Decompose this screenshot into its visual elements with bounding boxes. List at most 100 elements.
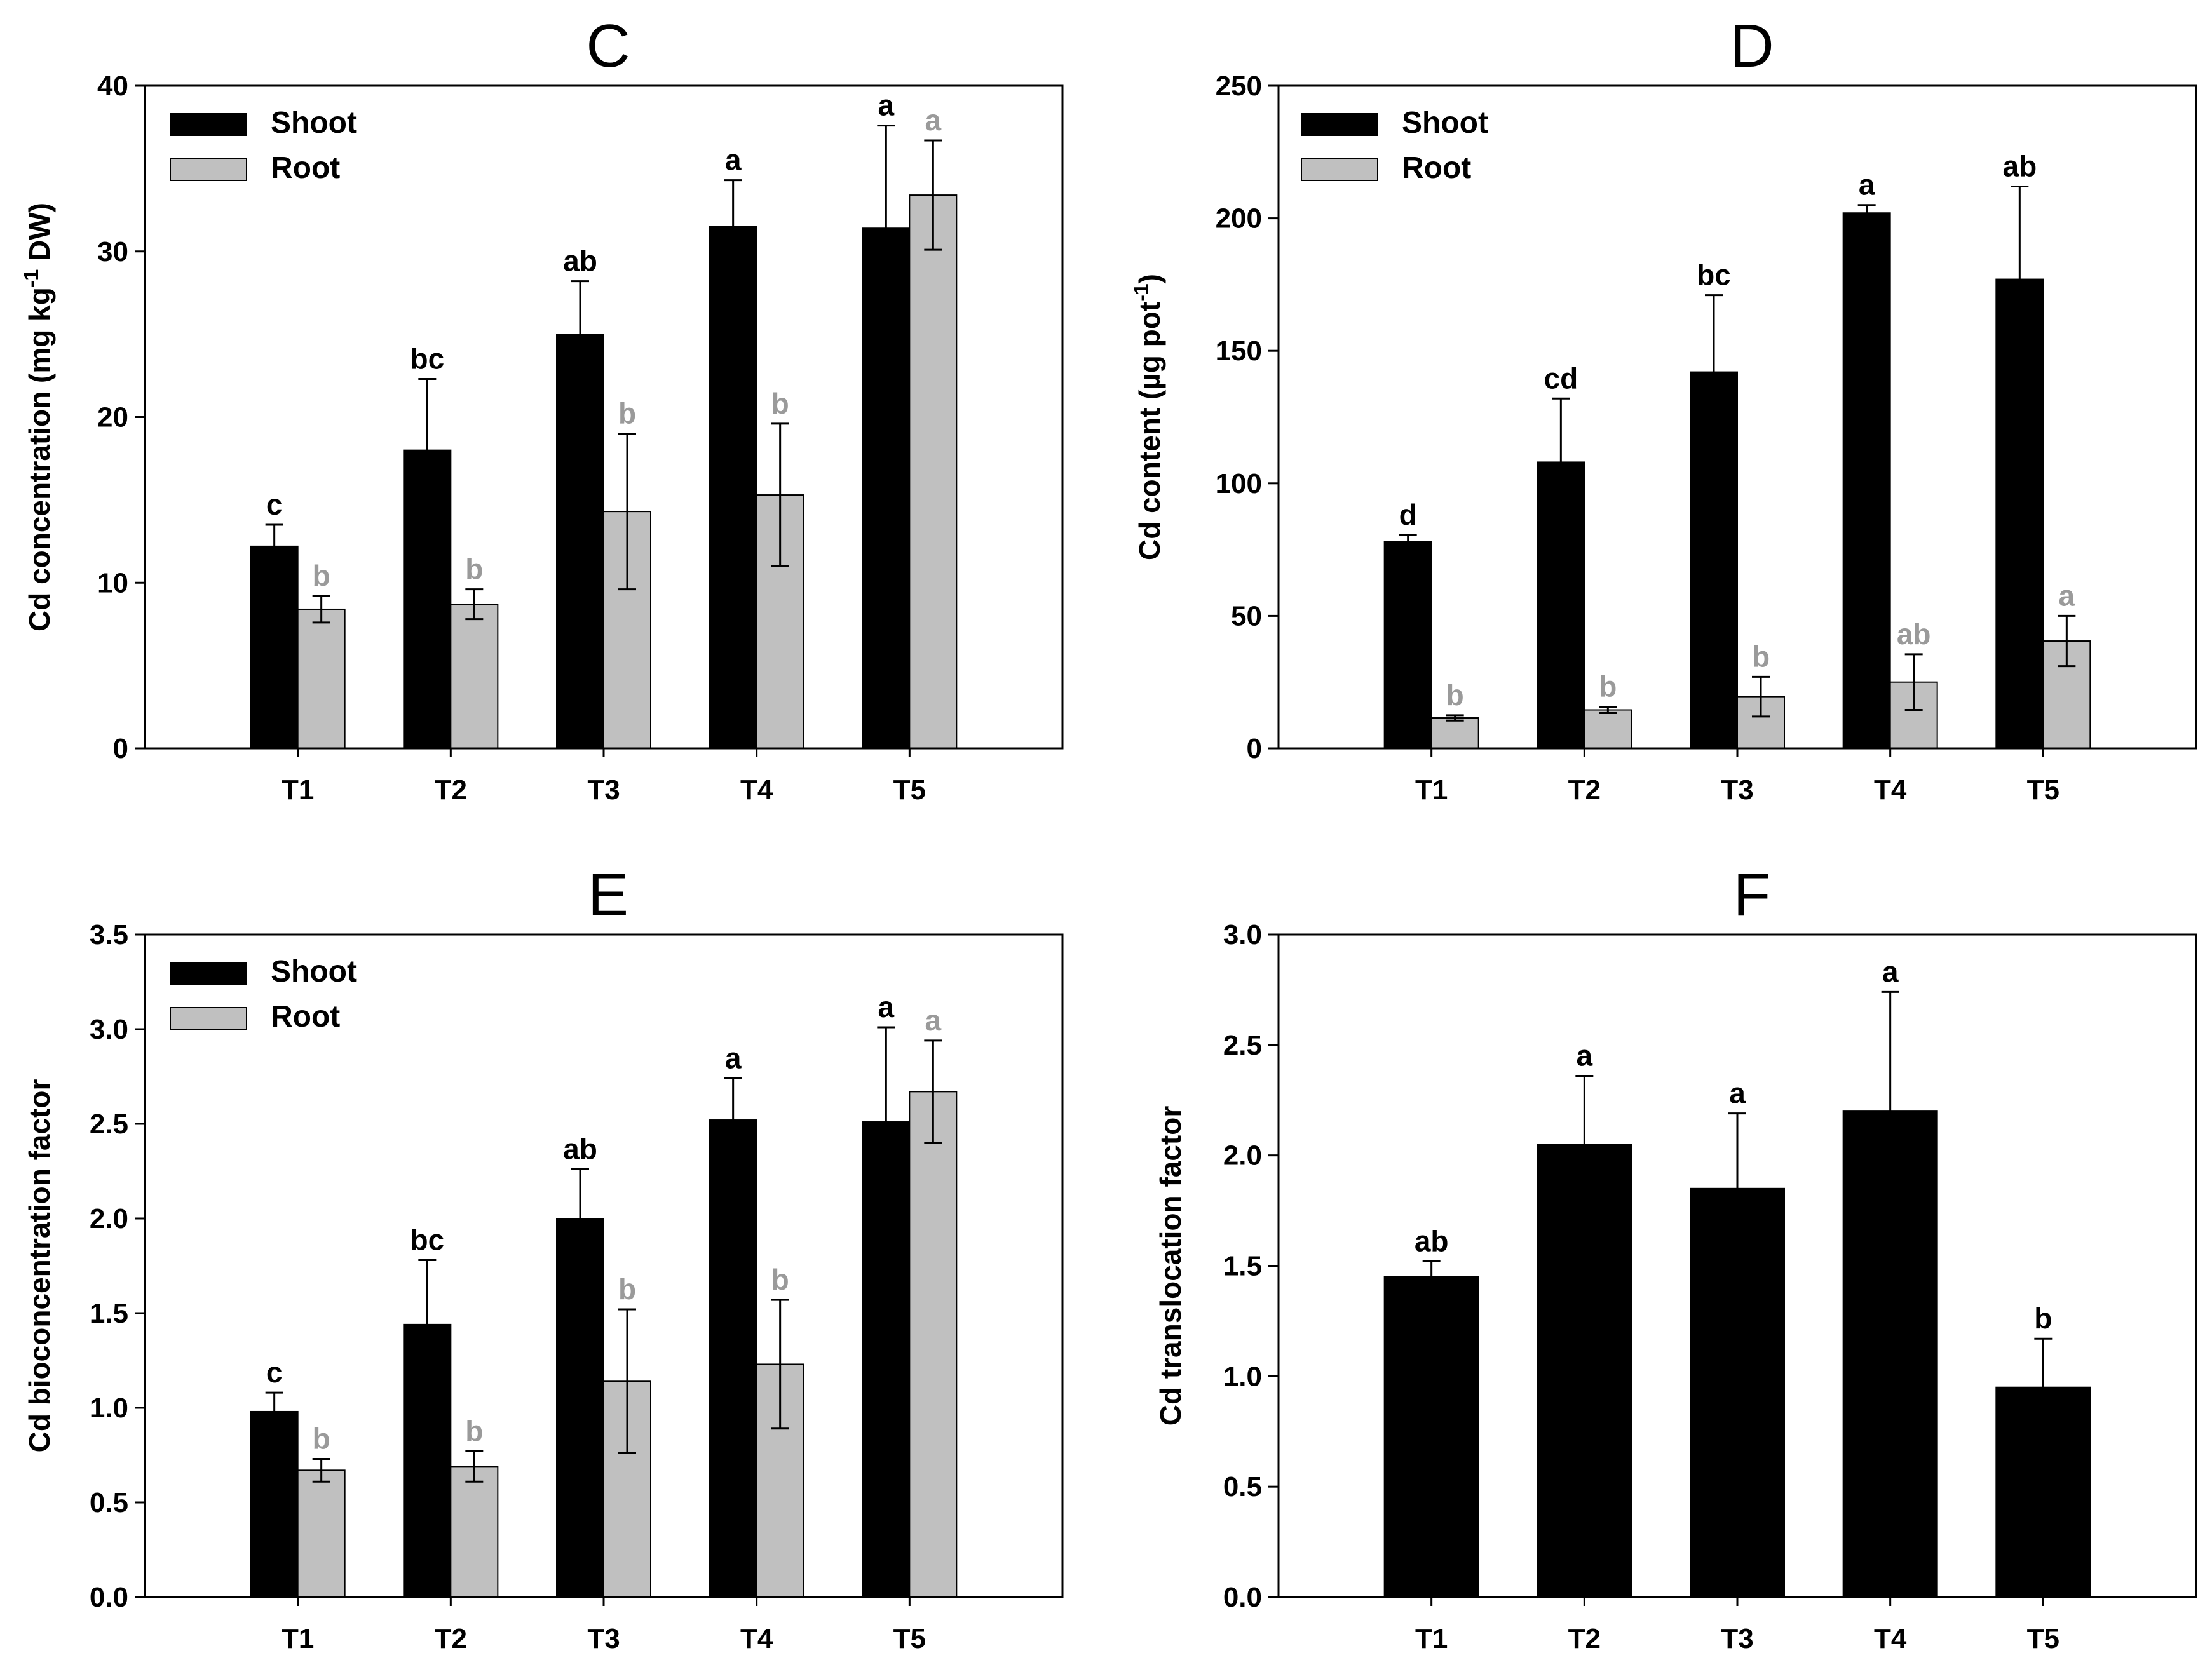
panel-title: E bbox=[588, 861, 628, 929]
y-tick-label: 1.5 bbox=[1223, 1251, 1262, 1282]
y-axis-label-part: Cd content (µg pot bbox=[1133, 302, 1166, 560]
x-tick-label: T4 bbox=[740, 774, 773, 806]
significance-letter-shoot: ab bbox=[1415, 1225, 1449, 1258]
y-tick-label: 0.5 bbox=[1223, 1471, 1262, 1502]
significance-letter-root: b bbox=[465, 553, 483, 586]
significance-letter-shoot: a bbox=[878, 89, 895, 122]
error-bar-shoot-t2 bbox=[418, 1259, 437, 1390]
error-bar-shoot-t1 bbox=[265, 523, 283, 569]
significance-letter-root: b bbox=[465, 1415, 483, 1448]
significance-letter-shoot: d bbox=[1399, 498, 1417, 531]
error-bar-root-t5 bbox=[2058, 614, 2076, 668]
chart-panel-d: Dd cd bc a ab b b b ab a 0 50 100 150 200 250 T1 T2 T3 T4 T5… bbox=[1130, 12, 2197, 806]
significance-letter-shoot: bc bbox=[1697, 259, 1731, 292]
significance-letter-root: a bbox=[925, 104, 942, 137]
significance-letter-root: b bbox=[618, 1272, 636, 1306]
error-bar-root-t1 bbox=[312, 1457, 330, 1483]
bar-root-t5 bbox=[909, 1091, 958, 1598]
x-tick-label: T1 bbox=[1415, 1623, 1448, 1654]
bar-shoot-t3 bbox=[556, 1218, 604, 1598]
y-tick-label: 2.0 bbox=[1223, 1140, 1262, 1171]
x-tick-label: T5 bbox=[893, 774, 926, 806]
y-axis-label-part: ) bbox=[1133, 274, 1166, 283]
y-tick-label: 10 bbox=[97, 567, 128, 598]
y-axis-label-superscript: -1 bbox=[1130, 283, 1153, 301]
bar-shoot-t3 bbox=[556, 334, 604, 749]
y-axis-label-superscript: -1 bbox=[20, 269, 43, 287]
legend: Shoot Root bbox=[1301, 106, 1488, 185]
y-axis-label: Cd translocation factor bbox=[1154, 1106, 1187, 1426]
bar-root-t3 bbox=[1737, 696, 1785, 749]
significance-letter-root: b bbox=[313, 1422, 330, 1455]
error-bar-shoot-t3 bbox=[571, 1168, 589, 1269]
x-tick-label: T4 bbox=[740, 1623, 773, 1654]
error-bar-shoot-t1 bbox=[1399, 534, 1417, 550]
bar-root-t1 bbox=[1430, 717, 1479, 749]
bar-shoot-t1 bbox=[250, 545, 299, 749]
legend-swatch-shoot bbox=[1301, 113, 1378, 136]
bar-root-t1 bbox=[297, 1469, 346, 1598]
legend-swatch-root bbox=[1301, 158, 1378, 181]
error-bar-shoot-t3 bbox=[1705, 294, 1723, 450]
y-tick-label: 1.0 bbox=[90, 1393, 128, 1424]
error-bar-shoot-t3 bbox=[571, 280, 589, 389]
error-bar-root-t3 bbox=[618, 1308, 636, 1455]
panel-title: C bbox=[586, 12, 630, 80]
x-tick-label: T2 bbox=[1568, 774, 1601, 806]
y-tick-label: 2.5 bbox=[90, 1109, 128, 1140]
significance-letter-shoot: bc bbox=[410, 1224, 444, 1257]
legend-swatch-shoot bbox=[170, 962, 247, 985]
x-tick-label: T3 bbox=[587, 1623, 620, 1654]
y-axis-label: Cd concentration (mg kg-1 DW) bbox=[20, 203, 56, 631]
y-tick-label: 3.0 bbox=[1223, 919, 1262, 950]
error-bar-root-t1 bbox=[1446, 714, 1464, 722]
y-tick-label: 0.0 bbox=[1223, 1582, 1262, 1613]
significance-letter-shoot: c bbox=[266, 488, 283, 521]
significance-letter-shoot: a bbox=[1859, 168, 1875, 201]
legend-label-root: Root bbox=[1402, 151, 1471, 185]
error-bar-shoot-t2 bbox=[1552, 397, 1570, 527]
y-axis-label-part: Cd concentration (mg kg bbox=[23, 287, 56, 631]
legend-swatch-shoot bbox=[170, 113, 247, 136]
error-bar-root-t5 bbox=[924, 139, 942, 251]
y-tick-label: 0 bbox=[1247, 733, 1262, 764]
error-bar-shoot-t5 bbox=[877, 125, 895, 332]
legend-label-root: Root bbox=[271, 1000, 340, 1034]
error-bar-shoot-t4 bbox=[1857, 204, 1876, 222]
significance-letter-shoot: ab bbox=[563, 1133, 597, 1166]
y-tick-label: 40 bbox=[97, 71, 128, 102]
significance-letter-shoot: c bbox=[266, 1356, 283, 1389]
y-tick-label: 2.5 bbox=[1223, 1030, 1262, 1061]
x-tick-label: T1 bbox=[1415, 774, 1448, 806]
x-tick-label: T5 bbox=[2027, 774, 2059, 806]
bar-shoot-t4 bbox=[709, 1119, 757, 1598]
y-tick-label: 1.0 bbox=[1223, 1361, 1262, 1392]
significance-letter-root: ab bbox=[1897, 618, 1931, 651]
y-tick-label: 1.5 bbox=[90, 1298, 128, 1329]
bar-root-t2 bbox=[450, 1466, 499, 1598]
significance-letter-shoot: a bbox=[878, 990, 895, 1023]
x-tick-label: T2 bbox=[435, 1623, 467, 1654]
significance-letter-shoot: cd bbox=[1544, 361, 1578, 395]
significance-letter-shoot: a bbox=[1729, 1077, 1746, 1110]
significance-letter-shoot: a bbox=[1577, 1039, 1593, 1072]
y-tick-label: 150 bbox=[1216, 335, 1262, 367]
bar-root-t2 bbox=[450, 604, 499, 750]
y-tick-label: 200 bbox=[1216, 203, 1262, 234]
significance-letter-root: b bbox=[1752, 640, 1770, 673]
y-axis-label-part: DW) bbox=[23, 203, 56, 269]
significance-letter-root: b bbox=[771, 1263, 789, 1296]
significance-letter-root: b bbox=[1599, 670, 1617, 703]
legend-label-root: Root bbox=[271, 151, 340, 185]
legend: Shoot Root bbox=[170, 106, 357, 185]
x-tick-label: T5 bbox=[893, 1623, 926, 1654]
bar-root-t5 bbox=[909, 194, 958, 750]
bar-root-t1 bbox=[297, 608, 346, 749]
error-bar-root-t5 bbox=[924, 1039, 942, 1144]
error-bar-shoot-t3 bbox=[1728, 1112, 1746, 1265]
y-tick-label: 0.0 bbox=[90, 1582, 128, 1613]
x-tick-label: T4 bbox=[1874, 1623, 1907, 1654]
